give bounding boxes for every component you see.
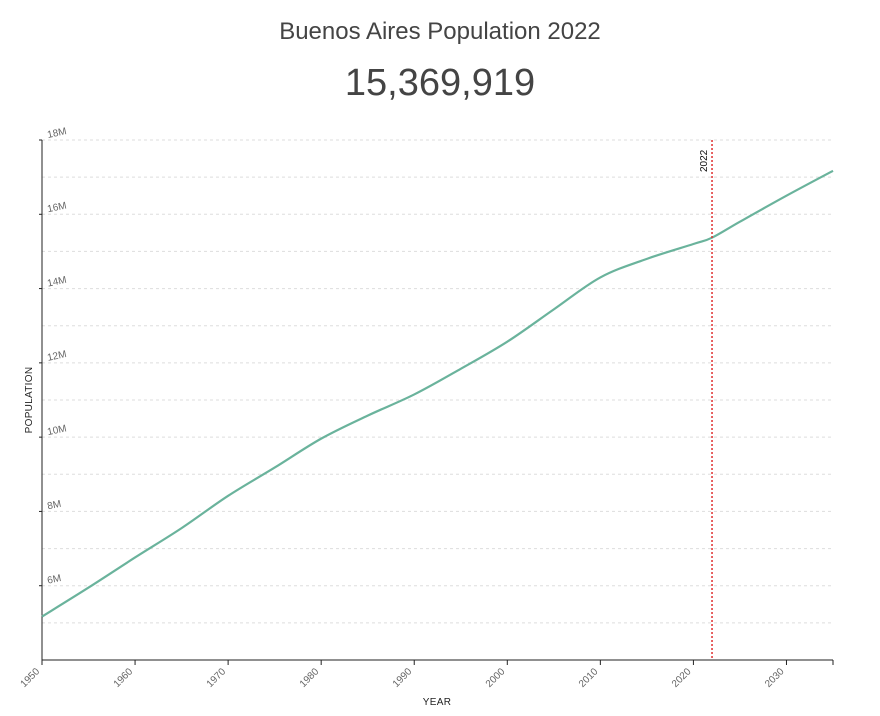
y-tick-label: 8M bbox=[46, 499, 62, 513]
marker-label: 2022 bbox=[699, 149, 710, 172]
series-layer bbox=[41, 169, 834, 618]
y-tick-label: 16M bbox=[46, 200, 67, 215]
year-marker: 2022 bbox=[699, 140, 713, 660]
y-axis-title: POPULATION bbox=[24, 367, 35, 434]
x-tick-label: 1960 bbox=[112, 666, 136, 690]
y-tick-label: 18M bbox=[46, 126, 67, 141]
y-tick-label: 10M bbox=[46, 423, 67, 438]
chart-title: Buenos Aires Population 2022 bbox=[279, 18, 601, 45]
population-series-line bbox=[41, 169, 834, 618]
y-tick-label: 14M bbox=[46, 275, 67, 290]
x-tick-label: 1970 bbox=[205, 666, 229, 690]
x-axis-title: YEAR bbox=[423, 697, 451, 708]
x-tick-label: 1950 bbox=[19, 666, 43, 690]
x-tick-label: 1980 bbox=[298, 666, 322, 690]
x-tick-label: 2020 bbox=[670, 666, 694, 690]
y-tick-label: 12M bbox=[46, 349, 67, 364]
x-tick-label: 1990 bbox=[391, 666, 415, 690]
y-tick-label: 6M bbox=[46, 573, 62, 587]
x-tick-label: 2030 bbox=[763, 666, 787, 690]
axes: 6M 8M 10M 12M 14M 16M 18M 1950 1960 1970 1980 1990 2… bbox=[19, 126, 834, 690]
x-tick-label: 2010 bbox=[577, 666, 601, 690]
x-tick-label: 2000 bbox=[484, 666, 508, 690]
population-value: 15,369,919 bbox=[344, 62, 536, 104]
